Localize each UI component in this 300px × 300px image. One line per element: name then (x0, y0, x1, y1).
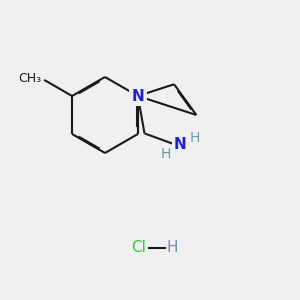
Text: N: N (174, 137, 187, 152)
Text: H: H (189, 131, 200, 146)
Text: Cl: Cl (131, 241, 146, 256)
Text: H: H (161, 147, 171, 161)
Text: H: H (167, 241, 178, 256)
Text: N: N (131, 88, 144, 104)
Text: CH₃: CH₃ (18, 72, 41, 85)
